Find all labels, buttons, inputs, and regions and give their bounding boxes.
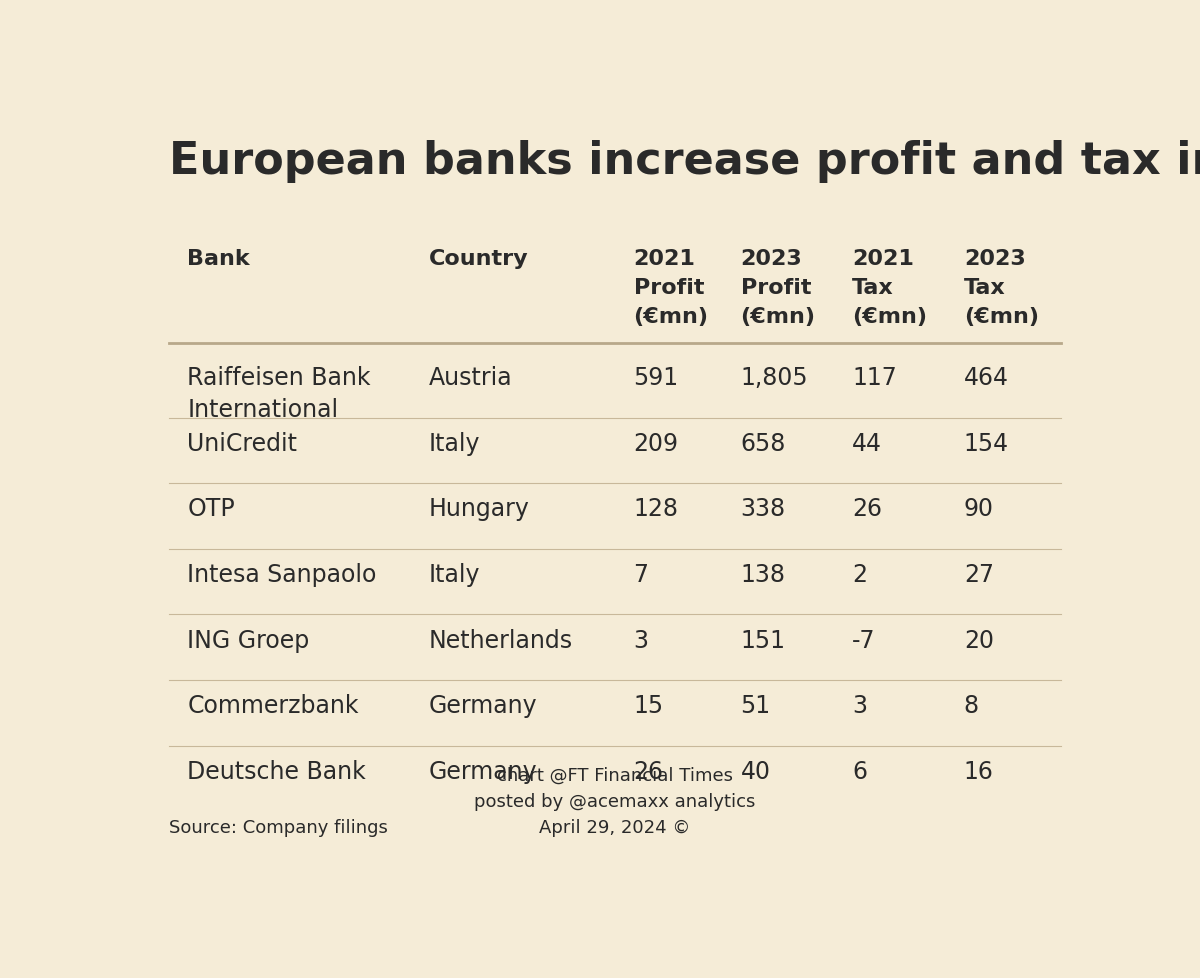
Text: 138: 138 xyxy=(740,562,786,587)
Text: 209: 209 xyxy=(634,431,679,456)
Text: Germany: Germany xyxy=(430,759,538,783)
Text: 591: 591 xyxy=(634,366,679,390)
Text: 90: 90 xyxy=(964,497,994,521)
Text: 2023: 2023 xyxy=(964,249,1026,269)
Text: Source: Company filings: Source: Company filings xyxy=(168,819,388,836)
Text: 15: 15 xyxy=(634,693,664,718)
Text: Deutsche Bank: Deutsche Bank xyxy=(187,759,366,783)
Text: 658: 658 xyxy=(740,431,786,456)
Text: 128: 128 xyxy=(634,497,679,521)
Text: Profit: Profit xyxy=(634,278,704,297)
Text: 7: 7 xyxy=(634,562,649,587)
Text: 117: 117 xyxy=(852,366,896,390)
Text: Intesa Sanpaolo: Intesa Sanpaolo xyxy=(187,562,377,587)
Text: (€mn): (€mn) xyxy=(740,306,816,327)
Text: UniCredit: UniCredit xyxy=(187,431,298,456)
Text: 464: 464 xyxy=(964,366,1009,390)
Text: European banks increase profit and tax in Russia: European banks increase profit and tax i… xyxy=(168,140,1200,183)
Text: Tax: Tax xyxy=(964,278,1006,297)
Text: 6: 6 xyxy=(852,759,868,783)
Text: 3: 3 xyxy=(634,628,649,652)
Text: 3: 3 xyxy=(852,693,868,718)
Text: Bank: Bank xyxy=(187,249,250,269)
Text: Raiffeisen Bank
International: Raiffeisen Bank International xyxy=(187,366,371,422)
Text: (€mn): (€mn) xyxy=(964,306,1039,327)
Text: 51: 51 xyxy=(740,693,770,718)
Text: Italy: Italy xyxy=(430,562,480,587)
Text: Netherlands: Netherlands xyxy=(430,628,574,652)
Text: chart @FT Financial Times
posted by @acemaxx analytics
April 29, 2024 ©: chart @FT Financial Times posted by @ace… xyxy=(474,766,756,836)
Text: 44: 44 xyxy=(852,431,882,456)
Text: 20: 20 xyxy=(964,628,994,652)
Text: Commerzbank: Commerzbank xyxy=(187,693,359,718)
Text: Country: Country xyxy=(430,249,529,269)
Text: 2023: 2023 xyxy=(740,249,803,269)
Text: Italy: Italy xyxy=(430,431,480,456)
Text: Hungary: Hungary xyxy=(430,497,530,521)
Text: 16: 16 xyxy=(964,759,994,783)
Text: 27: 27 xyxy=(964,562,994,587)
Text: Austria: Austria xyxy=(430,366,512,390)
Text: 2: 2 xyxy=(852,562,868,587)
Text: ING Groep: ING Groep xyxy=(187,628,310,652)
Text: 26: 26 xyxy=(634,759,664,783)
Text: -7: -7 xyxy=(852,628,876,652)
Text: OTP: OTP xyxy=(187,497,235,521)
Text: Tax: Tax xyxy=(852,278,894,297)
Text: 151: 151 xyxy=(740,628,786,652)
Text: (€mn): (€mn) xyxy=(634,306,708,327)
Text: 40: 40 xyxy=(740,759,770,783)
Text: 8: 8 xyxy=(964,693,979,718)
Text: 26: 26 xyxy=(852,497,882,521)
Text: 1,805: 1,805 xyxy=(740,366,808,390)
Text: Profit: Profit xyxy=(740,278,811,297)
Text: 154: 154 xyxy=(964,431,1009,456)
Text: 2021: 2021 xyxy=(634,249,696,269)
Text: Germany: Germany xyxy=(430,693,538,718)
Text: (€mn): (€mn) xyxy=(852,306,928,327)
Text: 2021: 2021 xyxy=(852,249,914,269)
Text: 338: 338 xyxy=(740,497,786,521)
